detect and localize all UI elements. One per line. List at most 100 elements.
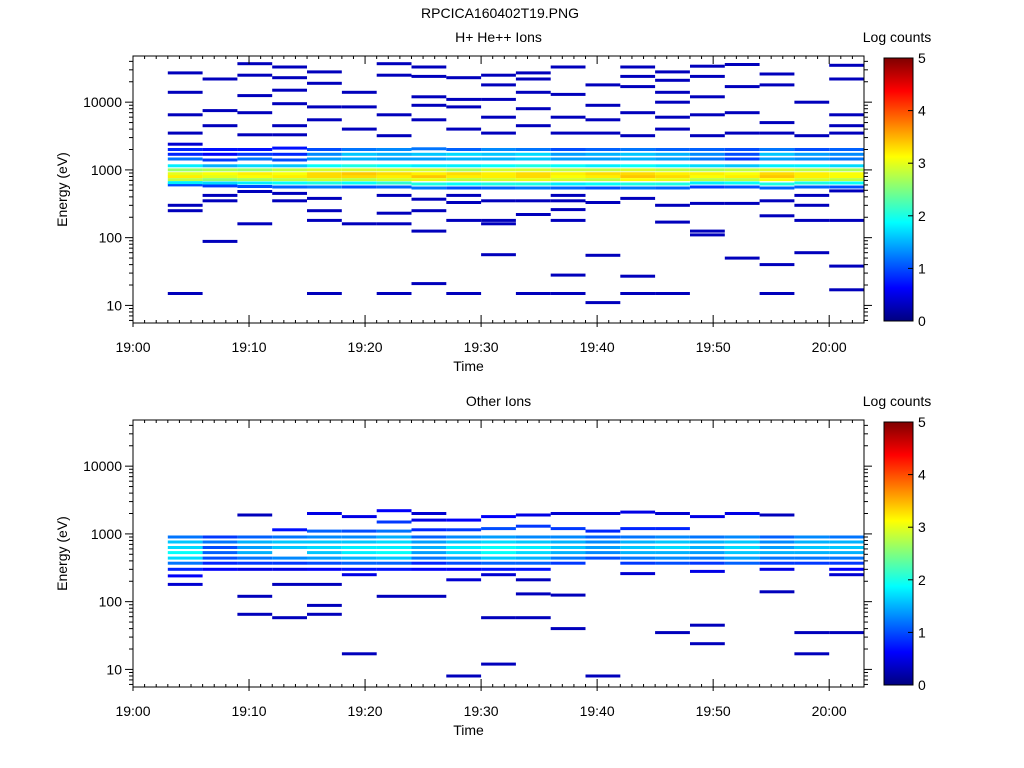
heatmap-cell bbox=[237, 551, 272, 554]
heatmap-cell bbox=[412, 282, 447, 285]
heatmap-cell bbox=[829, 78, 864, 81]
heatmap-cell bbox=[237, 562, 272, 565]
heatmap-cell bbox=[655, 546, 690, 549]
heatmap-cell bbox=[551, 153, 586, 156]
heatmap-cell bbox=[203, 124, 238, 127]
heatmap-cell bbox=[655, 204, 690, 207]
heatmap-cell bbox=[690, 642, 725, 645]
heatmap-cell bbox=[551, 208, 586, 211]
heatmap-cell bbox=[794, 153, 829, 156]
heatmap-cell bbox=[690, 515, 725, 518]
heatmap-cell bbox=[237, 175, 272, 178]
heatmap-cell bbox=[760, 121, 795, 124]
heatmap-cell bbox=[342, 182, 377, 185]
heatmap-cell bbox=[829, 132, 864, 135]
heatmap-cell bbox=[342, 168, 377, 171]
heatmap-cell bbox=[203, 546, 238, 549]
heatmap-cell bbox=[377, 158, 412, 161]
heatmap-cell bbox=[237, 62, 272, 65]
heatmap-cell bbox=[377, 509, 412, 512]
heatmap-cell bbox=[307, 178, 342, 181]
heatmap-cell bbox=[620, 562, 655, 565]
heatmap-cell bbox=[168, 172, 203, 175]
heatmap-cell bbox=[586, 83, 621, 86]
heatmap-cell bbox=[829, 164, 864, 167]
x-tick-label: 19:20 bbox=[348, 703, 383, 719]
heatmap-cell bbox=[446, 187, 481, 190]
heatmap-cell bbox=[586, 118, 621, 121]
heatmap-cell bbox=[586, 175, 621, 178]
heatmap-cell bbox=[446, 551, 481, 554]
heatmap-cell bbox=[307, 546, 342, 549]
y-axis-label: Energy (eV) bbox=[54, 152, 70, 227]
heatmap-cell bbox=[377, 568, 412, 571]
heatmap-cell bbox=[272, 89, 307, 92]
heatmap-cell bbox=[516, 153, 551, 156]
heatmap-cell bbox=[794, 204, 829, 207]
heatmap-cell bbox=[446, 568, 481, 571]
heatmap-cell bbox=[342, 530, 377, 533]
heatmap-cell bbox=[760, 168, 795, 171]
heatmap-cell bbox=[377, 536, 412, 539]
heatmap-cell bbox=[586, 254, 621, 257]
heatmap-cell bbox=[203, 172, 238, 175]
heatmap-cell bbox=[272, 133, 307, 136]
heatmap-cell bbox=[725, 202, 760, 205]
heatmap-cell bbox=[412, 168, 447, 171]
heatmap-cell bbox=[203, 562, 238, 565]
heatmap-cell bbox=[307, 158, 342, 161]
heatmap-cell bbox=[725, 536, 760, 539]
heatmap-cell bbox=[446, 562, 481, 565]
heatmap-cell bbox=[829, 64, 864, 67]
heatmap-cell bbox=[272, 546, 307, 549]
heatmap-cell bbox=[655, 551, 690, 554]
heatmap-cell bbox=[307, 186, 342, 189]
panel-title: Other Ions bbox=[466, 393, 531, 409]
heatmap-cell bbox=[412, 164, 447, 167]
heatmap-cell bbox=[620, 546, 655, 549]
heatmap-cell bbox=[342, 515, 377, 518]
heatmap-cell bbox=[690, 562, 725, 565]
heatmap-cell bbox=[481, 541, 516, 544]
heatmap-cell bbox=[551, 536, 586, 539]
colorbar-tick-label: 2 bbox=[918, 208, 926, 224]
heatmap-cell bbox=[272, 164, 307, 167]
heatmap-cell bbox=[760, 183, 795, 186]
heatmap-cell bbox=[342, 175, 377, 178]
heatmap-cell bbox=[412, 183, 447, 186]
heatmap-cell bbox=[516, 514, 551, 517]
heatmap-cell bbox=[307, 613, 342, 616]
heatmap-cell bbox=[725, 164, 760, 167]
heatmap-cell bbox=[655, 536, 690, 539]
heatmap-cell bbox=[551, 274, 586, 277]
heatmap-cell bbox=[794, 551, 829, 554]
heatmap-cell bbox=[516, 175, 551, 178]
heatmap-cell bbox=[342, 562, 377, 565]
heatmap-cell bbox=[516, 562, 551, 565]
y-tick-label: 10 bbox=[106, 661, 122, 677]
heatmap-cell bbox=[829, 546, 864, 549]
heatmap-cell bbox=[481, 546, 516, 549]
heatmap-cell bbox=[272, 182, 307, 185]
heatmap-cell bbox=[446, 168, 481, 171]
heatmap-cell bbox=[725, 172, 760, 175]
heatmap-cell bbox=[342, 222, 377, 225]
heatmap-cell bbox=[237, 172, 272, 175]
heatmap-cell bbox=[168, 175, 203, 178]
heatmap-cell bbox=[551, 562, 586, 565]
heatmap-cell bbox=[620, 148, 655, 151]
heatmap-cell bbox=[168, 204, 203, 207]
heatmap-cell bbox=[203, 175, 238, 178]
heatmap-cell bbox=[690, 557, 725, 560]
heatmap-cell bbox=[586, 301, 621, 304]
heatmap-cell bbox=[760, 557, 795, 560]
heatmap-cell bbox=[307, 551, 342, 554]
heatmap-cell bbox=[446, 175, 481, 178]
heatmap-cell bbox=[237, 546, 272, 549]
heatmap-cell bbox=[481, 187, 516, 190]
heatmap-cell bbox=[551, 187, 586, 190]
heatmap-cell bbox=[237, 613, 272, 616]
heatmap-cell bbox=[760, 83, 795, 86]
heatmap-cell bbox=[829, 536, 864, 539]
y-tick-label: 1000 bbox=[91, 526, 122, 542]
